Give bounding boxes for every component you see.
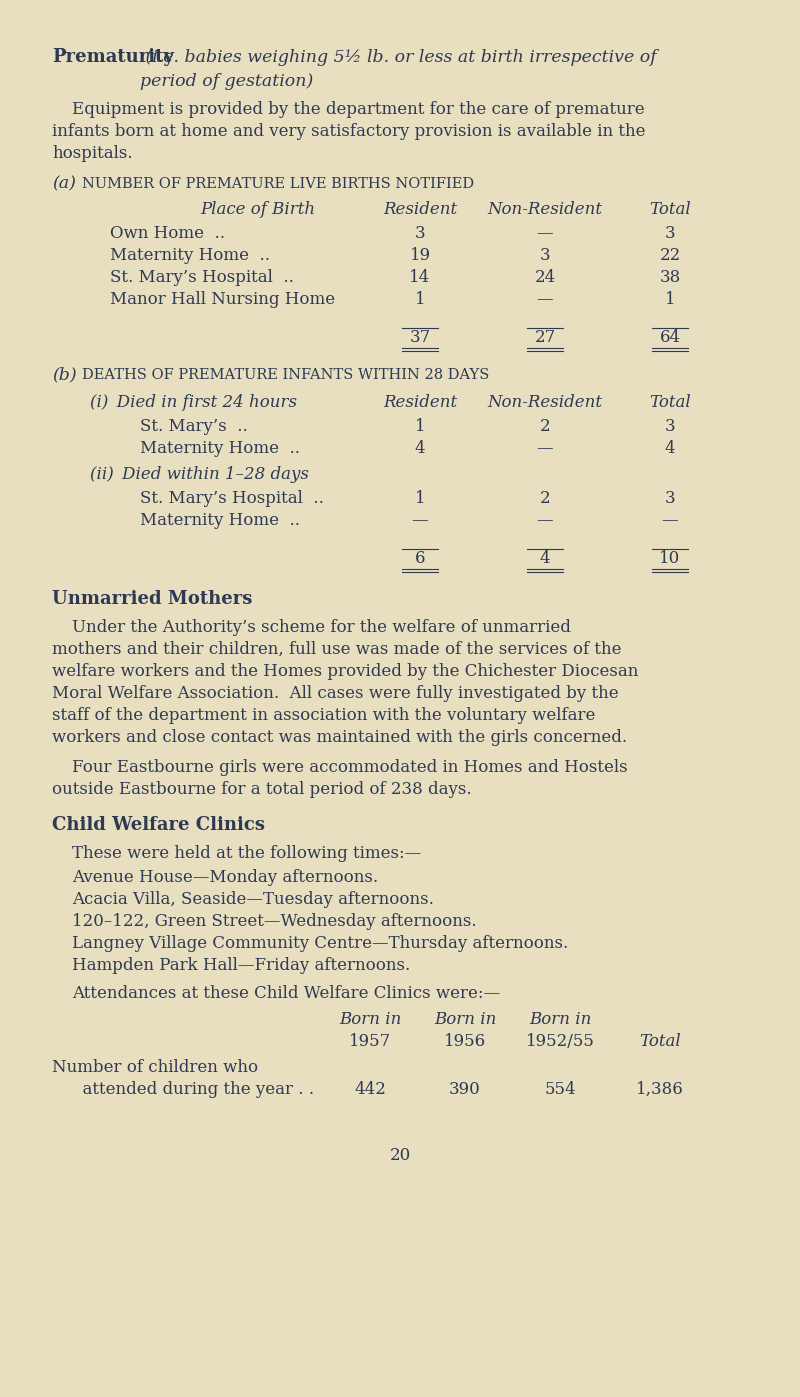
Text: St. Mary’s Hospital  ..: St. Mary’s Hospital .. bbox=[140, 490, 324, 507]
Text: 442: 442 bbox=[354, 1081, 386, 1098]
Text: 4: 4 bbox=[414, 440, 426, 457]
Text: Moral Welfare Association.  All cases were fully investigated by the: Moral Welfare Association. All cases wer… bbox=[52, 685, 618, 703]
Text: 554: 554 bbox=[544, 1081, 576, 1098]
Text: Manor Hall Nursing Home: Manor Hall Nursing Home bbox=[110, 291, 335, 307]
Text: 1: 1 bbox=[414, 291, 426, 307]
Text: (ii) Died within 1–28 days: (ii) Died within 1–28 days bbox=[90, 467, 309, 483]
Text: Total: Total bbox=[649, 394, 691, 411]
Text: Total: Total bbox=[639, 1032, 681, 1051]
Text: 1957: 1957 bbox=[349, 1032, 391, 1051]
Text: 64: 64 bbox=[659, 330, 681, 346]
Text: attended during the year . .: attended during the year . . bbox=[72, 1081, 314, 1098]
Text: Born in: Born in bbox=[339, 1011, 401, 1028]
Text: 1,386: 1,386 bbox=[636, 1081, 684, 1098]
Text: 22: 22 bbox=[659, 247, 681, 264]
Text: NUMBER OF PREMATURE LIVE BIRTHS NOTIFIED: NUMBER OF PREMATURE LIVE BIRTHS NOTIFIED bbox=[82, 177, 474, 191]
Text: St. Mary’s  ..: St. Mary’s .. bbox=[140, 418, 248, 434]
Text: 27: 27 bbox=[534, 330, 556, 346]
Text: welfare workers and the Homes provided by the Chichester Diocesan: welfare workers and the Homes provided b… bbox=[52, 664, 638, 680]
Text: Equipment is provided by the department for the care of premature: Equipment is provided by the department … bbox=[72, 101, 645, 117]
Text: Own Home  ..: Own Home .. bbox=[110, 225, 225, 242]
Text: Maternity Home  ..: Maternity Home .. bbox=[110, 247, 270, 264]
Text: period of gestation): period of gestation) bbox=[140, 73, 314, 89]
Text: (b): (b) bbox=[52, 366, 77, 383]
Text: 4: 4 bbox=[540, 550, 550, 567]
Text: DEATHS OF PREMATURE INFANTS WITHIN 28 DAYS: DEATHS OF PREMATURE INFANTS WITHIN 28 DA… bbox=[82, 367, 490, 381]
Text: —: — bbox=[537, 440, 554, 457]
Text: 20: 20 bbox=[390, 1147, 410, 1164]
Text: Unmarried Mothers: Unmarried Mothers bbox=[52, 590, 252, 608]
Text: Number of children who: Number of children who bbox=[52, 1059, 258, 1076]
Text: mothers and their children, full use was made of the services of the: mothers and their children, full use was… bbox=[52, 641, 622, 658]
Text: 1: 1 bbox=[414, 490, 426, 507]
Text: Maternity Home  ..: Maternity Home .. bbox=[140, 511, 300, 529]
Text: 37: 37 bbox=[410, 330, 430, 346]
Text: Non-Resident: Non-Resident bbox=[487, 394, 602, 411]
Text: Resident: Resident bbox=[383, 394, 457, 411]
Text: (i) Died in first 24 hours: (i) Died in first 24 hours bbox=[90, 394, 297, 411]
Text: Prematurity: Prematurity bbox=[52, 47, 174, 66]
Text: 6: 6 bbox=[414, 550, 426, 567]
Text: outside Eastbourne for a total period of 238 days.: outside Eastbourne for a total period of… bbox=[52, 781, 472, 798]
Text: 3: 3 bbox=[540, 247, 550, 264]
Text: 10: 10 bbox=[659, 550, 681, 567]
Text: staff of the department in association with the voluntary welfare: staff of the department in association w… bbox=[52, 707, 595, 724]
Text: Attendances at these Child Welfare Clinics were:—: Attendances at these Child Welfare Clini… bbox=[72, 985, 500, 1002]
Text: 3: 3 bbox=[665, 225, 675, 242]
Text: Maternity Home  ..: Maternity Home .. bbox=[140, 440, 300, 457]
Text: 1: 1 bbox=[414, 418, 426, 434]
Text: Langney Village Community Centre—Thursday afternoons.: Langney Village Community Centre—Thursda… bbox=[72, 935, 568, 951]
Text: 2: 2 bbox=[540, 418, 550, 434]
Text: Born in: Born in bbox=[529, 1011, 591, 1028]
Text: 3: 3 bbox=[665, 418, 675, 434]
Text: Total: Total bbox=[649, 201, 691, 218]
Text: Acacia Villa, Seaside—Tuesday afternoons.: Acacia Villa, Seaside—Tuesday afternoons… bbox=[72, 891, 434, 908]
Text: Child Welfare Clinics: Child Welfare Clinics bbox=[52, 816, 265, 834]
Text: infants born at home and very satisfactory provision is available in the: infants born at home and very satisfacto… bbox=[52, 123, 646, 140]
Text: Resident: Resident bbox=[383, 201, 457, 218]
Text: 19: 19 bbox=[410, 247, 430, 264]
Text: (a): (a) bbox=[52, 175, 76, 191]
Text: Avenue House—Monday afternoons.: Avenue House—Monday afternoons. bbox=[72, 869, 378, 886]
Text: —: — bbox=[537, 225, 554, 242]
Text: —: — bbox=[537, 511, 554, 529]
Text: 120–122, Green Street—Wednesday afternoons.: 120–122, Green Street—Wednesday afternoo… bbox=[72, 914, 477, 930]
Text: —: — bbox=[537, 291, 554, 307]
Text: —: — bbox=[662, 511, 678, 529]
Text: 3: 3 bbox=[665, 490, 675, 507]
Text: 24: 24 bbox=[534, 270, 556, 286]
Text: 1: 1 bbox=[665, 291, 675, 307]
Text: Non-Resident: Non-Resident bbox=[487, 201, 602, 218]
Text: Place of Birth: Place of Birth bbox=[200, 201, 315, 218]
Text: 14: 14 bbox=[410, 270, 430, 286]
Text: 1952/55: 1952/55 bbox=[526, 1032, 594, 1051]
Text: (i.e. babies weighing 5½ lb. or less at birth irrespective of: (i.e. babies weighing 5½ lb. or less at … bbox=[140, 49, 657, 66]
Text: Four Eastbourne girls were accommodated in Homes and Hostels: Four Eastbourne girls were accommodated … bbox=[72, 759, 628, 775]
Text: Born in: Born in bbox=[434, 1011, 496, 1028]
Text: St. Mary’s Hospital  ..: St. Mary’s Hospital .. bbox=[110, 270, 294, 286]
Text: workers and close contact was maintained with the girls concerned.: workers and close contact was maintained… bbox=[52, 729, 627, 746]
Text: 3: 3 bbox=[414, 225, 426, 242]
Text: —: — bbox=[412, 511, 428, 529]
Text: 2: 2 bbox=[540, 490, 550, 507]
Text: 38: 38 bbox=[659, 270, 681, 286]
Text: 390: 390 bbox=[449, 1081, 481, 1098]
Text: Under the Authority’s scheme for the welfare of unmarried: Under the Authority’s scheme for the wel… bbox=[72, 619, 571, 636]
Text: These were held at the following times:—: These were held at the following times:— bbox=[72, 845, 422, 862]
Text: Hampden Park Hall—Friday afternoons.: Hampden Park Hall—Friday afternoons. bbox=[72, 957, 410, 974]
Text: hospitals.: hospitals. bbox=[52, 145, 133, 162]
Text: 4: 4 bbox=[665, 440, 675, 457]
Text: 1956: 1956 bbox=[444, 1032, 486, 1051]
